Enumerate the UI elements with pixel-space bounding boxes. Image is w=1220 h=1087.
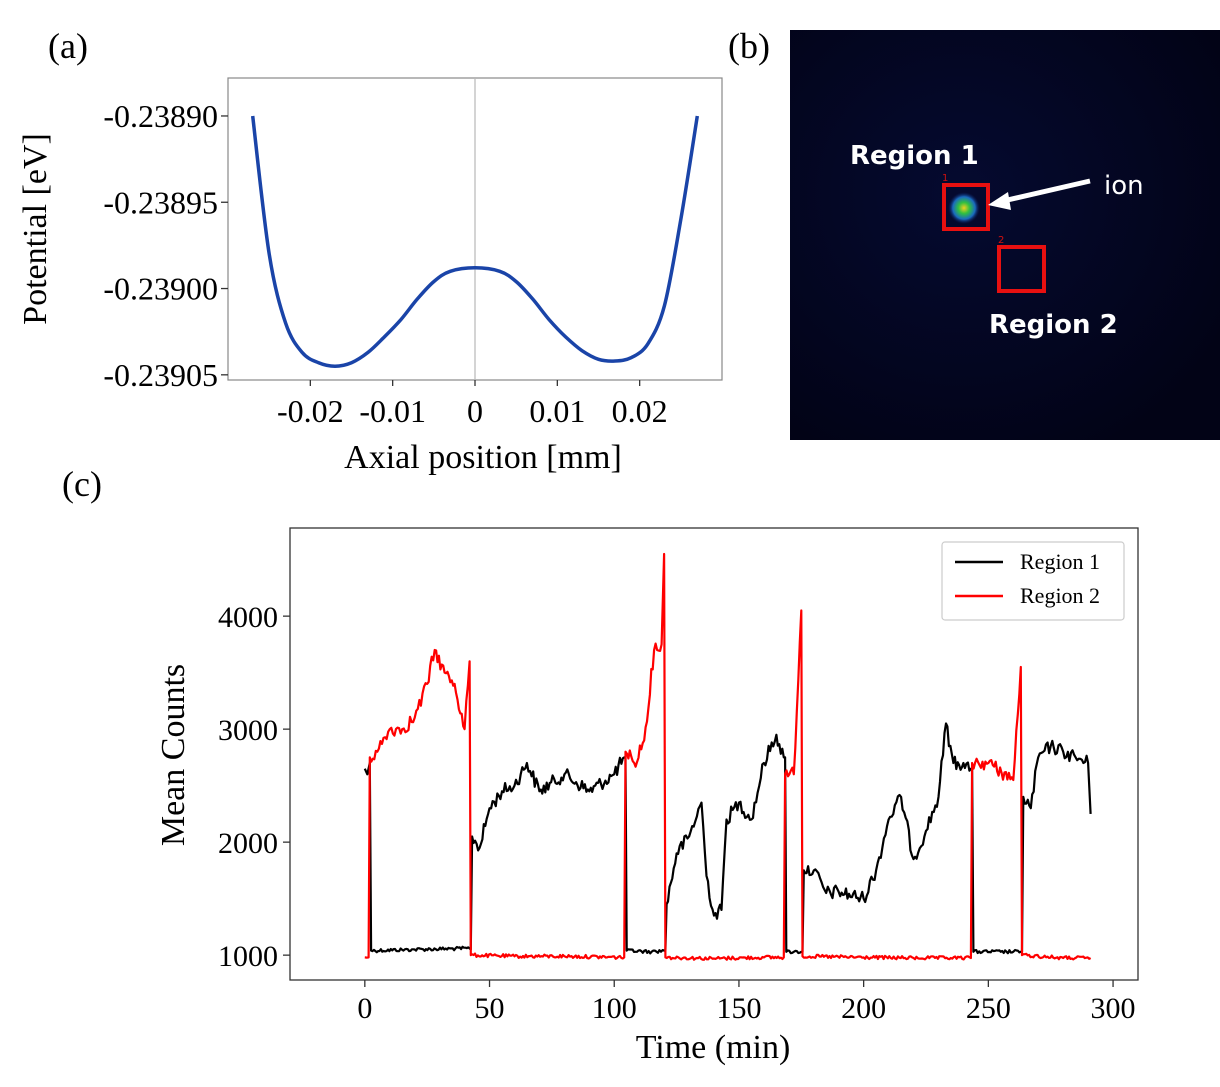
region-1-tag: 1	[942, 173, 948, 184]
ion-arrow-shaft	[1002, 178, 1091, 204]
chart-c-xtick-label: 250	[966, 992, 1011, 1025]
chart-a-potential-curve	[250, 115, 700, 368]
chart-a-xtick-label: -0.02	[277, 393, 344, 429]
chart-c-xtick-label: 150	[716, 992, 761, 1025]
chart-c-ytick-label: 3000	[218, 714, 278, 747]
chart-c-xtick-label: 0	[357, 992, 372, 1025]
chart-c-legend: Region 1 Region 2	[941, 541, 1125, 621]
chart-c-ytick-label: 4000	[218, 601, 278, 634]
camera-background	[790, 30, 1220, 440]
chart-c-series-region-2	[364, 552, 1092, 961]
chart-a-xlabel: Axial position [mm]	[344, 439, 622, 476]
chart-c-ytick-label: 1000	[218, 940, 278, 973]
camera-image: 1 2 Region 1 Region 2 ion	[790, 30, 1220, 440]
chart-a-ytick-label: -0.23895	[103, 184, 218, 220]
legend-label-region-2: Region 2	[1020, 583, 1100, 608]
region-1-box[interactable]	[942, 183, 990, 231]
region-2-box[interactable]	[997, 245, 1046, 293]
chart-a-ylabel: Potential [eV]	[17, 133, 54, 325]
chart-a-ytick-label: -0.23890	[103, 98, 218, 134]
chart-c-xlabel: Time (min)	[636, 1029, 791, 1066]
region-2-tag: 2	[998, 235, 1004, 246]
panel-c-label: (c)	[62, 464, 102, 504]
ion-arrow-head	[988, 192, 1011, 210]
chart-a-ytick-label: -0.23900	[103, 271, 218, 307]
chart-a-ytick-label: -0.23905	[103, 357, 218, 393]
chart-c-xtick-label: 100	[592, 992, 637, 1025]
panel-b-label: (b)	[728, 26, 770, 66]
chart-c-xtick-label: 50	[475, 992, 505, 1025]
chart-c-xtick-label: 300	[1091, 992, 1136, 1025]
chart-a-xtick-label: 0.02	[612, 393, 668, 429]
chart-c-ylabel: Mean Counts	[155, 664, 192, 846]
region-1-label: Region 1	[850, 141, 979, 171]
chart-c: 1000 2000 3000 4000 0 50 100 150 200 250 300 Time…	[155, 527, 1139, 1066]
chart-c-xtick-label: 200	[841, 992, 886, 1025]
panel-a-label: (a)	[48, 26, 88, 66]
region-2-label: Region 2	[989, 310, 1118, 340]
ion-label: ion	[1104, 171, 1144, 201]
legend-label-region-1: Region 1	[1020, 549, 1100, 574]
chart-a-xtick-label: 0.01	[529, 393, 585, 429]
chart-a: -0.23890 -0.23895 -0.23900 -0.23905 -0.02 -0…	[17, 77, 723, 476]
chart-c-ytick-label: 2000	[218, 827, 278, 860]
ion-spot	[948, 192, 980, 224]
chart-a-xtick-label: -0.01	[359, 393, 426, 429]
chart-a-xtick-label: 0	[467, 393, 483, 429]
chart-c-series-region-1	[363, 722, 1092, 955]
